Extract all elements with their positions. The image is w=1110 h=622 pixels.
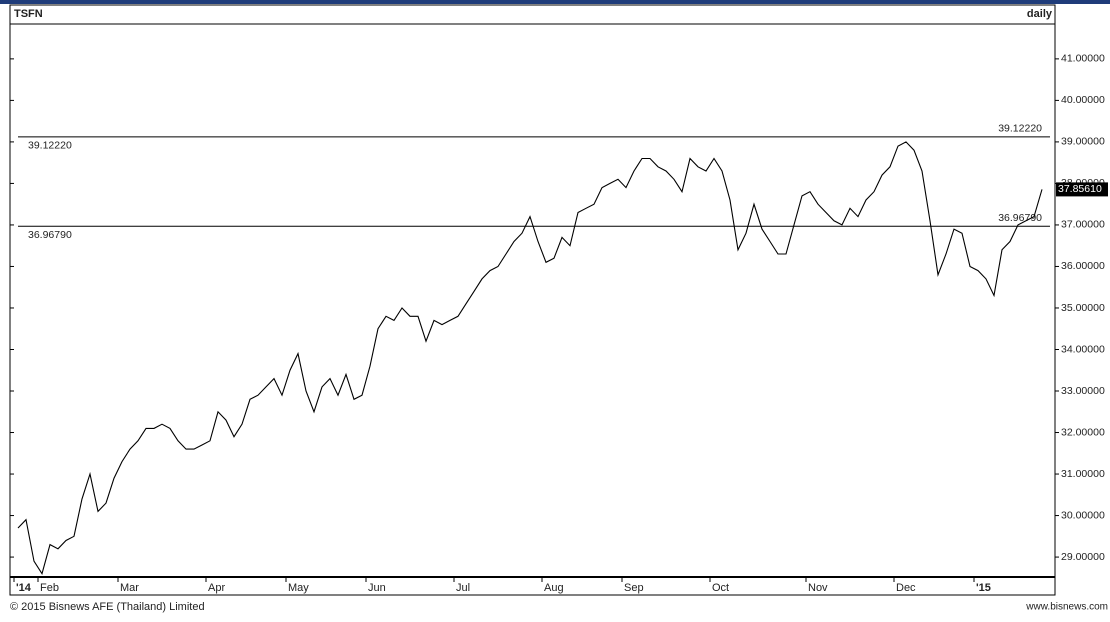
footer-right: www.bisnews.com	[1025, 602, 1108, 613]
price-line	[17, 141, 1043, 576]
x-tick-label: Oct	[712, 582, 729, 594]
x-tick-label: May	[288, 582, 309, 594]
footer-left: © 2015 Bisnews AFE (Thailand) Limited	[10, 601, 205, 613]
x-tick-label: Jul	[456, 582, 470, 594]
last-value-box	[1056, 182, 1108, 197]
top-bar	[0, 0, 1110, 4]
chart-title: TSFN	[14, 8, 43, 20]
x-tick-label: Sep	[624, 582, 644, 594]
y-tick-label: 29.00000	[1061, 551, 1105, 563]
y-tick-label: 39.00000	[1061, 136, 1105, 148]
x-tick-label: Mar	[120, 582, 139, 594]
level-label-left: 36.96790	[28, 229, 72, 241]
y-tick-label: 34.00000	[1061, 343, 1105, 355]
x-tick-label: Nov	[808, 582, 828, 594]
y-tick-label: 36.00000	[1061, 260, 1105, 272]
x-tick-label: Jun	[368, 582, 386, 594]
y-tick-label: 35.00000	[1061, 302, 1105, 314]
x-tick-label: Dec	[896, 582, 916, 594]
y-tick-label: 33.00000	[1061, 385, 1105, 397]
x-tick-label: Feb	[40, 582, 59, 594]
chart-subtitle: daily	[1027, 8, 1053, 20]
y-tick-label: 32.00000	[1061, 426, 1105, 438]
y-tick-label: 31.00000	[1061, 468, 1105, 480]
x-tick-label: '15	[976, 582, 991, 594]
y-tick-label: 37.00000	[1061, 219, 1105, 231]
x-tick-label: Aug	[544, 582, 564, 594]
x-tick-label: '14	[16, 582, 32, 594]
y-tick-label: 30.00000	[1061, 509, 1105, 521]
level-label-right: 39.12220	[998, 123, 1042, 135]
x-tick-label: Apr	[208, 582, 225, 594]
frame	[9, 4, 1056, 596]
last-value-label: 37.85610	[1058, 183, 1102, 195]
level-label-right: 36.96790	[998, 212, 1042, 224]
level-label-left: 39.12220	[28, 140, 72, 152]
y-tick-label: 41.00000	[1061, 53, 1105, 65]
y-tick-label: 40.00000	[1061, 94, 1105, 106]
